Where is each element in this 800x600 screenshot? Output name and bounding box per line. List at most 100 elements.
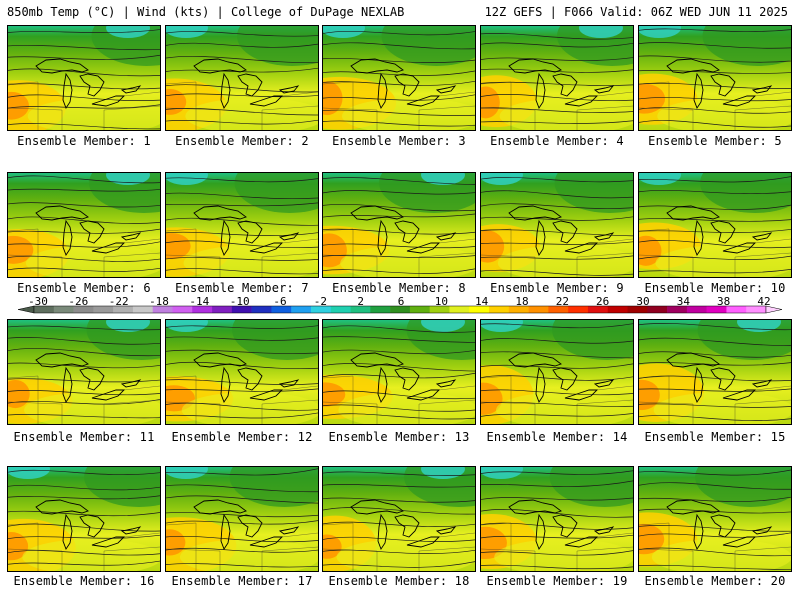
cold-region xyxy=(166,26,208,38)
cold-region xyxy=(421,173,465,185)
colorbar-swatch xyxy=(667,306,688,313)
temperature-map xyxy=(481,173,633,277)
contour-line xyxy=(639,482,791,490)
cold-region xyxy=(323,26,365,38)
colorbar-tick-label: 26 xyxy=(596,296,609,308)
contour-line xyxy=(8,550,160,556)
cool-region xyxy=(381,26,475,66)
colorbar-swatch xyxy=(607,306,628,313)
temperature-map xyxy=(8,320,160,424)
state-boundaries xyxy=(481,522,633,571)
contour-line xyxy=(8,29,160,33)
mild-band xyxy=(338,392,475,424)
colorbar-swatch xyxy=(746,306,767,313)
state-boundaries xyxy=(166,375,318,424)
contour-line xyxy=(481,255,633,260)
contour-line xyxy=(481,241,633,245)
colorbar-tick-label: 2 xyxy=(357,296,364,308)
contour-line xyxy=(481,338,633,344)
contour-line xyxy=(323,120,475,127)
contour-line xyxy=(481,413,633,417)
contour-line xyxy=(639,107,791,114)
contour-line xyxy=(639,240,791,249)
cool-region xyxy=(406,320,475,360)
contour-line xyxy=(481,534,633,539)
contour-line xyxy=(481,497,633,501)
ensemble-panel-1 xyxy=(7,25,161,131)
great-lakes-outline xyxy=(508,205,615,256)
ensemble-panel-6 xyxy=(7,172,161,278)
contour-line xyxy=(166,240,318,249)
state-boundaries xyxy=(323,522,475,571)
contour-line xyxy=(8,241,160,248)
contour-line xyxy=(481,363,633,369)
colorbar-swatch xyxy=(113,306,134,313)
contour-line xyxy=(8,255,160,262)
temperature-map xyxy=(639,173,791,277)
contour-line xyxy=(166,119,318,125)
panel-label: Ensemble Member: 20 xyxy=(644,574,786,588)
cool-region xyxy=(552,320,633,360)
contour-line xyxy=(8,123,160,130)
state-boundaries xyxy=(8,375,160,424)
great-lakes-outline xyxy=(193,499,300,550)
colorbar-tick-label: 38 xyxy=(717,296,730,308)
temperature-map xyxy=(481,467,633,571)
ensemble-panel-17 xyxy=(165,466,319,572)
contour-line xyxy=(481,389,633,396)
contour-line xyxy=(166,84,318,93)
contour-line xyxy=(166,93,318,98)
temperature-map xyxy=(639,26,791,130)
colorbar-swatch xyxy=(152,306,173,313)
temperature-map xyxy=(639,467,791,571)
colorbar-swatch xyxy=(53,306,74,313)
contour-line xyxy=(8,414,160,419)
state-boundaries xyxy=(8,228,160,277)
cool-region xyxy=(554,173,633,213)
colorbar-swatch xyxy=(409,306,430,313)
temperature-map xyxy=(166,26,318,130)
state-boundaries xyxy=(166,81,318,130)
contour-line xyxy=(481,190,633,199)
great-lakes-outline xyxy=(193,58,300,109)
hot-region xyxy=(639,523,665,555)
temperature-map xyxy=(166,173,318,277)
hot-region xyxy=(323,382,346,407)
colorbar-swatch xyxy=(449,306,470,313)
ensemble-panel-7 xyxy=(165,172,319,278)
state-boundaries xyxy=(639,228,791,277)
contour-line xyxy=(481,351,633,359)
contour-line xyxy=(639,337,791,346)
state-boundaries xyxy=(639,81,791,130)
contour-line xyxy=(481,323,633,329)
contour-line xyxy=(166,402,318,411)
colorbar-swatch xyxy=(390,306,411,313)
model-run-info: 12Z GEFS | F066 Valid: 06Z WED JUN 11 20… xyxy=(484,5,788,19)
temperature-map xyxy=(481,26,633,130)
contour-line xyxy=(323,521,475,527)
colorbar-tick-label: -10 xyxy=(230,296,250,308)
temperature-map xyxy=(323,320,475,424)
contour-line xyxy=(639,532,791,538)
contour-line xyxy=(639,42,791,49)
panel-label: Ensemble Member: 7 xyxy=(175,281,309,295)
state-boundaries xyxy=(8,81,160,130)
great-lakes-outline xyxy=(666,58,773,109)
contour-line xyxy=(323,268,475,274)
contour-line xyxy=(639,415,791,421)
contour-line xyxy=(639,176,791,183)
ensemble-panel-4 xyxy=(480,25,634,131)
contour-line xyxy=(323,336,475,343)
ensemble-panel-18 xyxy=(322,466,476,572)
contour-line xyxy=(8,94,160,101)
hot-region xyxy=(8,532,29,561)
colorbar-swatch xyxy=(489,306,510,313)
great-lakes-outline xyxy=(350,205,457,256)
temperature-map xyxy=(323,467,475,571)
contour-line xyxy=(166,512,318,518)
contour-line xyxy=(639,69,791,74)
contour-line xyxy=(8,399,160,405)
hot-region xyxy=(639,83,666,114)
mild-band xyxy=(497,245,633,277)
panel-label: Ensemble Member: 8 xyxy=(332,281,466,295)
